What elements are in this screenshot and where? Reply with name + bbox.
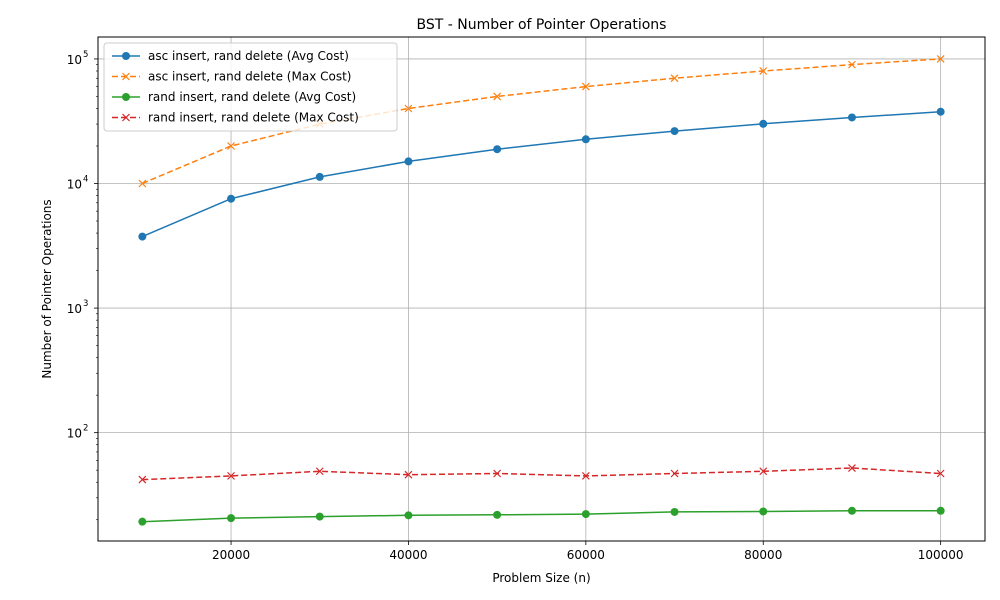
- data-point: [227, 194, 236, 203]
- y-tick-label: 10: [67, 178, 82, 192]
- x-tick-label: 100000: [918, 548, 964, 562]
- data-point: [670, 469, 679, 478]
- grid: [98, 37, 985, 541]
- legend-item: rand insert, rand delete (Max Cost): [112, 111, 359, 125]
- y-tick-label: 10: [67, 427, 82, 441]
- data-point: [493, 145, 502, 154]
- data-point: [138, 475, 147, 484]
- legend-item: rand insert, rand delete (Avg Cost): [112, 90, 356, 104]
- data-point: [759, 119, 768, 128]
- y-tick-exponent: 5: [83, 50, 88, 60]
- data-point: [315, 467, 324, 476]
- series: [138, 107, 945, 241]
- data-point: [936, 469, 945, 478]
- data-point: [936, 55, 945, 63]
- data-point: [670, 507, 679, 516]
- x-axis-label: Problem Size (n): [492, 571, 590, 585]
- data-point: [404, 470, 413, 479]
- chart-title: BST - Number of Pointer Operations: [417, 17, 667, 33]
- y-tick-label: 10: [67, 53, 82, 67]
- data-point: [122, 72, 130, 81]
- y-axis-label: Number of Pointer Operations: [40, 199, 54, 378]
- data-point: [138, 232, 147, 241]
- data-point: [759, 507, 768, 516]
- legend-label: rand insert, rand delete (Max Cost): [148, 111, 359, 125]
- data-point: [315, 512, 324, 521]
- data-point: [227, 471, 235, 480]
- data-point: [847, 506, 856, 515]
- data-point: [493, 510, 502, 519]
- x-tick-label: 60000: [567, 548, 605, 562]
- series: [138, 506, 945, 526]
- data-point: [848, 60, 856, 69]
- data-point: [315, 172, 324, 181]
- data-point: [670, 127, 679, 136]
- series: [138, 464, 945, 484]
- x-tick-label: 20000: [212, 548, 250, 562]
- data-point: [581, 471, 590, 480]
- data-point: [404, 511, 413, 520]
- data-point: [848, 464, 856, 472]
- data-point: [493, 469, 502, 478]
- data-point: [581, 510, 590, 519]
- y-tick-exponent: 4: [83, 175, 88, 185]
- x-tick-label: 80000: [744, 548, 782, 562]
- data-point: [847, 113, 856, 122]
- series-line: [142, 467, 941, 481]
- legend-box: [103, 42, 398, 132]
- data-point: [493, 92, 502, 101]
- data-point: [227, 514, 236, 523]
- legend-item: asc insert, rand delete (Max Cost): [112, 70, 351, 84]
- data-point: [759, 467, 768, 476]
- series-line: [142, 110, 941, 238]
- data-point: [581, 82, 590, 91]
- y-tick-label: 10: [67, 302, 82, 316]
- data-point: [670, 74, 679, 83]
- data-point: [404, 157, 413, 166]
- data-point: [122, 93, 130, 101]
- series: [138, 55, 945, 188]
- series-layer: [138, 55, 945, 526]
- legend-label: asc insert, rand delete (Max Cost): [148, 70, 351, 84]
- data-point: [936, 506, 945, 515]
- series-line: [142, 510, 941, 523]
- data-point: [581, 135, 590, 144]
- data-point: [759, 67, 768, 75]
- plot-frame: [97, 36, 986, 542]
- series-line: [142, 58, 941, 185]
- data-point: [138, 517, 147, 526]
- legend: asc insert, rand delete (Avg Cost) asc in…: [103, 42, 398, 132]
- legend-label: rand insert, rand delete (Avg Cost): [148, 90, 356, 104]
- y-tick-exponent: 3: [83, 299, 88, 309]
- legend-item: asc insert, rand delete (Avg Cost): [112, 49, 349, 63]
- data-point: [122, 113, 130, 122]
- data-point: [122, 52, 130, 60]
- x-tick-label: 40000: [389, 548, 427, 562]
- y-tick-exponent: 2: [83, 424, 88, 434]
- data-point: [936, 107, 945, 116]
- legend-label: asc insert, rand delete (Avg Cost): [148, 49, 349, 63]
- data-point: [138, 179, 147, 188]
- data-point: [227, 142, 235, 150]
- x-axis: 20000 40000 60000 80000 100000: [212, 541, 964, 562]
- data-point: [404, 104, 413, 113]
